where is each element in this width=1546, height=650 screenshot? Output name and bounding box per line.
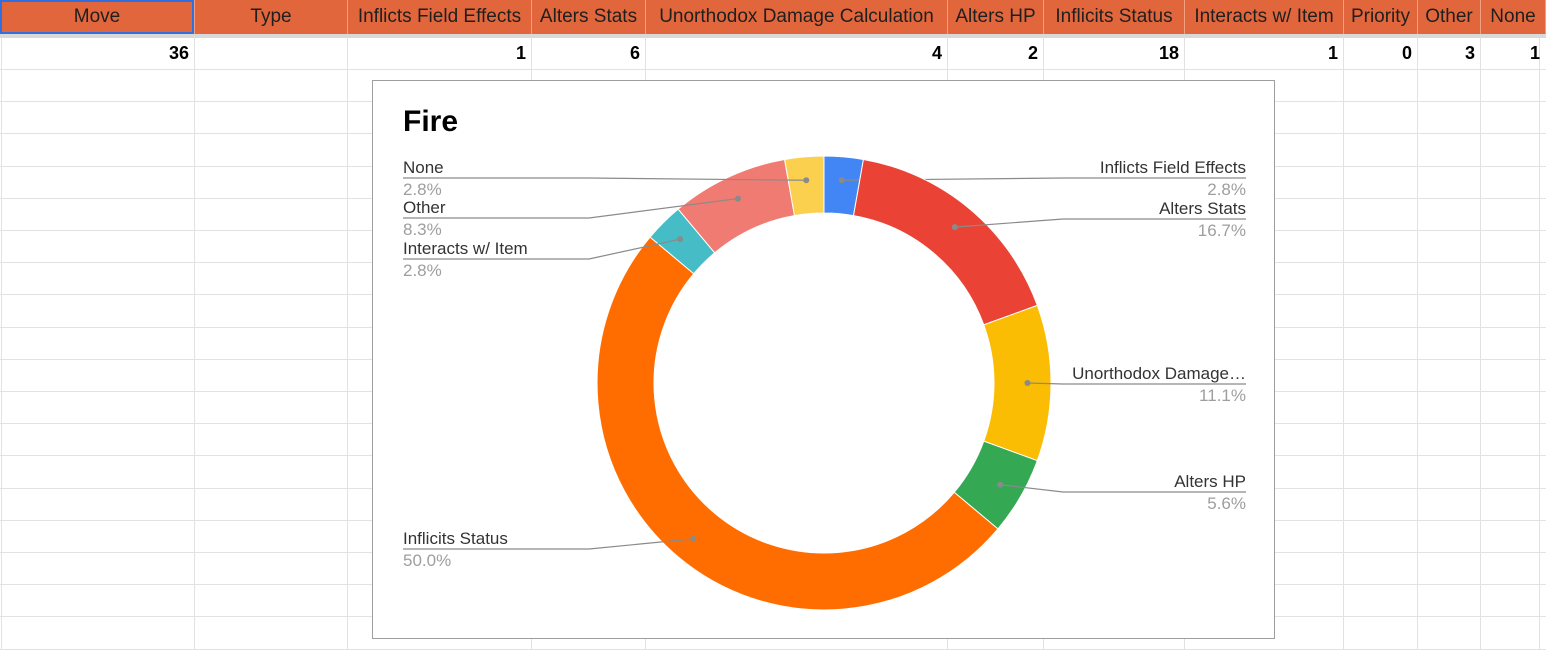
value-cell-inflicits-status[interactable]: 18 [1158,43,1179,63]
column-gridline [1417,37,1418,649]
frozen-row-divider[interactable] [0,34,1546,38]
value-cell-inflicts-field-effects[interactable]: 1 [515,43,526,63]
leader-dot-inflicts-field-effects [838,177,845,184]
header-cell-inflicits-status[interactable]: Inflicits Status [1044,0,1185,34]
leader-line-inflicits-status [403,538,694,550]
slice-alters-stats[interactable] [852,158,1038,326]
header-cell-alters-hp[interactable]: Alters HP [948,0,1044,34]
slice-percent-unorthodox-damage: 11.1% [1199,386,1246,405]
leader-line-interacts-w-item [403,238,681,260]
leader-dot-interacts-w-item [677,236,684,243]
value-cell-type[interactable] [195,38,348,69]
slice-label-inflicits-status: Inflicits Status [403,529,508,548]
slice-label-inflicts-field-effects: Inflicts Field Effects [1100,158,1246,177]
donut-chart[interactable]: Fire Inflicts Field Effects 2.8% Alters St… [372,80,1275,639]
row-gridline [0,69,1546,70]
leader-dot-alters-stats [951,224,958,231]
column-gridline [1539,37,1540,649]
slice-label-alters-stats: Alters Stats [1159,199,1246,218]
header-row: Move Type Inflicts Field Effects Alters Sta… [0,0,1546,34]
header-cell-type[interactable]: Type [195,0,348,34]
header-cell-interacts-item[interactable]: Interacts w/ Item [1185,0,1344,34]
header-cell-priority[interactable]: Priority [1344,0,1418,34]
column-gridline [347,37,348,649]
column-gridline [1343,37,1344,649]
leader-line-other [403,197,739,219]
slice-percent-inflicits-status: 50.0% [403,551,451,570]
leader-dot-unorthodox-damage [1024,380,1031,386]
header-cell-move[interactable]: Move [0,0,195,34]
slice-label-other: Other [403,198,446,217]
header-cell-inflicts-field-effects[interactable]: Inflicts Field Effects [348,0,532,34]
column-gridline [194,37,195,649]
value-cell-move[interactable]: 36 [168,43,189,63]
slice-percent-none: 2.8% [403,180,442,199]
value-cell-none[interactable]: 1 [1529,43,1540,63]
leader-line-alters-hp [1000,484,1246,493]
slice-percent-other: 8.3% [403,220,442,239]
column-gridline [1,37,2,649]
column-gridline [1480,37,1481,649]
leader-dot-inflicits-status [690,535,697,542]
leader-line-none [403,177,807,181]
slice-percent-alters-stats: 16.7% [1198,221,1246,240]
leader-dot-other [734,195,741,202]
leader-line-alters-stats [954,218,1246,228]
slice-label-interacts-w-item: Interacts w/ Item [403,239,528,258]
leader-dot-none [803,177,810,184]
header-cell-unorthodox-damage[interactable]: Unorthodox Damage Calculation [646,0,948,34]
chart-title: Fire [403,105,459,138]
value-cell-alters-hp[interactable]: 2 [1027,43,1038,63]
value-cell-alters-stats[interactable]: 6 [629,43,640,63]
slice-label-none: None [403,158,444,177]
header-cell-alters-stats[interactable]: Alters Stats [532,0,646,34]
slice-percent-inflicts-field-effects: 2.8% [1207,180,1246,199]
slice-none[interactable] [784,155,825,217]
value-cell-other[interactable]: 3 [1464,43,1475,63]
value-cell-unorthodox-damage[interactable]: 4 [931,43,942,63]
leader-line-unorthodox-damage [1027,382,1246,385]
slice-percent-alters-hp: 5.6% [1207,494,1246,513]
header-cell-other[interactable]: Other [1418,0,1481,34]
leader-dot-alters-hp [997,481,1004,488]
value-cell-interacts-item[interactable]: 1 [1327,43,1338,63]
slice-inflicits-status[interactable] [596,236,999,611]
slice-label-alters-hp: Alters HP [1174,472,1246,491]
slice-percent-interacts-w-item: 2.8% [403,261,442,280]
slice-label-unorthodox-damage: Unorthodox Damage… [1072,364,1246,383]
value-cell-priority[interactable]: 0 [1401,43,1412,63]
header-cell-none[interactable]: None [1481,0,1546,34]
